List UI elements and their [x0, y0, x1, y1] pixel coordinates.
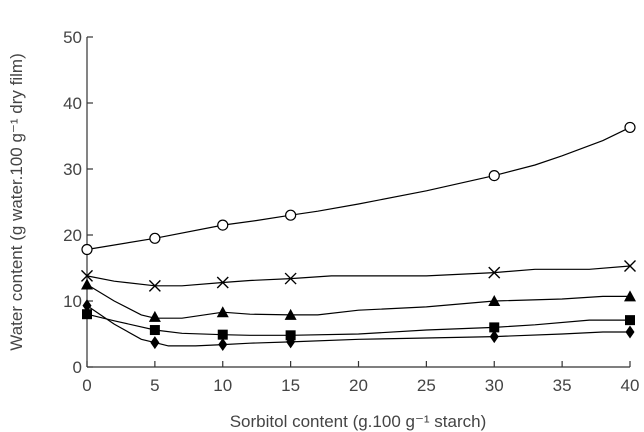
series-line	[86, 265, 631, 287]
x-tick-label: 35	[553, 376, 572, 395]
cross-marker	[81, 269, 93, 282]
diamond-marker	[218, 338, 228, 352]
x-tick-label: 15	[281, 376, 300, 395]
open-circle-marker	[217, 219, 229, 231]
y-axis-ticks: 0 10 20 30 40 50	[63, 28, 93, 377]
open-circle-marker	[624, 121, 636, 134]
open-circle-marker	[488, 170, 500, 182]
y-axis-label: Water content (g water.100 g⁻¹ dry film)	[7, 53, 26, 350]
square-marker	[149, 325, 160, 336]
triangle-marker	[284, 308, 297, 320]
square-marker	[285, 330, 296, 341]
series-square	[82, 309, 635, 341]
series-line	[86, 126, 631, 251]
square-marker	[82, 309, 92, 320]
series-circle-open	[81, 121, 636, 256]
x-tick-label: 20	[349, 376, 368, 395]
y-tick-label: 20	[63, 226, 82, 245]
series-diamond	[82, 299, 635, 352]
cross-marker	[148, 279, 161, 292]
series-triangle	[81, 278, 636, 322]
cross-marker	[624, 260, 636, 273]
x-axis-label: Sorbitol content (g.100 g⁻¹ starch)	[230, 412, 487, 431]
square-marker	[489, 322, 500, 333]
cross-marker	[284, 272, 297, 285]
triangle-marker	[81, 278, 93, 290]
series-layer	[81, 121, 636, 352]
square-marker	[217, 329, 228, 340]
series-line	[86, 305, 630, 347]
y-tick-label: 10	[63, 292, 82, 311]
x-axis-ticks: 0 5 10 15 20 25 30 35 40	[82, 361, 639, 395]
x-tick-label: 40	[621, 376, 640, 395]
diamond-marker	[286, 335, 296, 349]
y-tick-label: 30	[63, 160, 82, 179]
x-tick-label: 25	[417, 376, 436, 395]
x-tick-label: 0	[82, 376, 91, 395]
open-circle-marker	[81, 243, 93, 256]
x-tick-label: 30	[485, 376, 504, 395]
y-tick-label: 40	[63, 94, 82, 113]
cross-marker	[216, 276, 229, 289]
diamond-marker	[150, 336, 160, 350]
square-marker	[625, 315, 635, 326]
triangle-marker	[148, 310, 161, 322]
cross-marker	[488, 266, 501, 279]
diamond-marker	[489, 330, 499, 344]
triangle-marker	[488, 295, 501, 306]
triangle-marker	[216, 306, 229, 318]
series-line	[86, 283, 630, 319]
y-tick-label: 50	[63, 28, 82, 47]
series-line	[86, 313, 630, 336]
open-circle-marker	[285, 209, 297, 221]
x-tick-label: 10	[213, 376, 232, 395]
x-tick-label: 5	[150, 376, 159, 395]
open-circle-marker	[149, 232, 161, 244]
diamond-marker	[82, 299, 92, 313]
diamond-marker	[625, 325, 635, 339]
series-cross	[81, 260, 636, 292]
y-tick-label: 0	[73, 358, 82, 377]
triangle-marker	[624, 290, 636, 302]
